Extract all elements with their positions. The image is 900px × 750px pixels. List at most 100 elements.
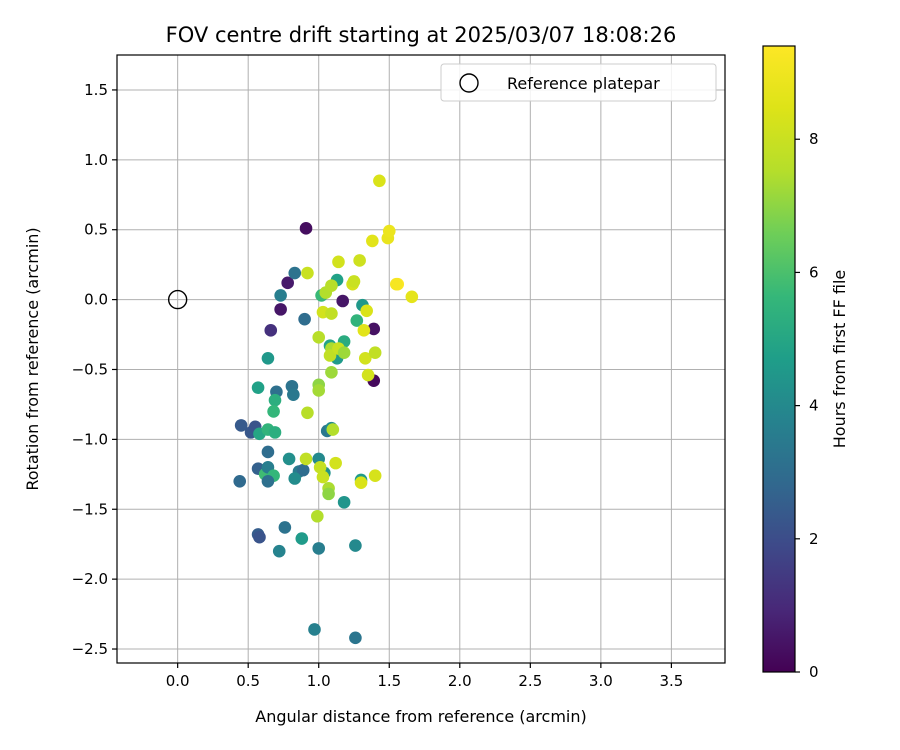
y-tick-label: −2.5 [72, 640, 108, 658]
data-point [350, 314, 364, 327]
data-point [287, 388, 300, 401]
data-point [337, 346, 351, 360]
data-point [233, 474, 247, 488]
data-point [272, 544, 286, 558]
data-point [288, 266, 302, 280]
data-point [261, 352, 275, 365]
data-point [253, 530, 266, 544]
data-point [323, 349, 337, 362]
data-point [337, 495, 351, 509]
data-point [367, 322, 381, 336]
y-tick-label: −0.5 [72, 360, 108, 378]
colorbar [763, 46, 795, 672]
data-point [312, 331, 326, 344]
data-point [301, 406, 314, 420]
x-tick-label: 3.0 [589, 672, 613, 690]
plot-area-frame [116, 54, 726, 664]
data-point [288, 472, 302, 485]
x-tick-label: 0.0 [166, 672, 190, 690]
data-point [267, 405, 280, 418]
y-tick-label: −2.0 [72, 570, 108, 588]
scatter-points [233, 174, 419, 645]
data-point [313, 461, 327, 474]
y-axis-label: Rotation from reference (arcmin) [23, 227, 42, 490]
data-point [368, 469, 382, 483]
data-point [312, 384, 326, 397]
y-tick-label: −1.0 [72, 430, 108, 448]
chart-title: FOV centre drift starting at 2025/03/07 … [166, 23, 677, 47]
colorbar-tick-label: 2 [809, 530, 819, 548]
data-point [354, 476, 368, 489]
data-point [312, 542, 326, 555]
x-tick-label: 0.5 [236, 672, 260, 690]
data-point [234, 419, 248, 432]
colorbar-tick-label: 4 [809, 397, 819, 415]
data-point [268, 426, 282, 439]
data-point [347, 275, 361, 288]
data-point [373, 174, 386, 188]
data-point [336, 294, 350, 308]
y-tick-label: 0.5 [84, 221, 108, 239]
data-point [282, 452, 296, 466]
data-point [332, 255, 345, 269]
data-point [366, 234, 379, 248]
data-point [278, 521, 292, 534]
x-tick-label: 2.5 [518, 672, 542, 690]
data-point [357, 324, 371, 337]
colorbar-tick-label: 6 [809, 263, 819, 281]
grid-lines [117, 55, 725, 663]
data-point [390, 277, 403, 291]
data-point [326, 423, 340, 436]
x-tick-label: 1.5 [377, 672, 401, 690]
y-tick-label: 0.0 [84, 291, 108, 309]
data-point [261, 474, 275, 488]
data-point [349, 631, 362, 645]
data-point [295, 532, 309, 545]
data-point [358, 352, 372, 365]
legend: Reference platepar [440, 63, 717, 102]
colorbar-tick-label: 0 [809, 663, 819, 681]
x-axis-label: Angular distance from reference (arcmin) [255, 707, 586, 726]
data-point [299, 452, 313, 466]
colorbar-frame [762, 45, 796, 673]
data-point [349, 539, 362, 552]
data-point [274, 303, 287, 316]
data-point [329, 456, 342, 470]
data-point [316, 470, 330, 484]
data-point [361, 368, 375, 382]
data-point [325, 307, 338, 320]
data-point [308, 623, 321, 636]
data-point [325, 279, 338, 292]
y-tick-label: 1.5 [84, 81, 108, 99]
legend-marker-icon [459, 73, 479, 93]
x-tick-label: 2.0 [448, 672, 472, 690]
x-tick-label: 1.0 [307, 672, 331, 690]
data-point [301, 266, 314, 280]
y-tick-label: 1.0 [84, 151, 108, 169]
data-point [368, 346, 382, 360]
data-point [264, 324, 278, 337]
data-point [268, 393, 282, 407]
data-point [296, 463, 310, 477]
data-point [281, 276, 294, 290]
colorbar-tick-label: 8 [809, 130, 819, 148]
data-point [261, 445, 275, 459]
data-point [298, 312, 311, 326]
data-point [299, 222, 313, 235]
data-point [325, 365, 338, 379]
colorbar-label: Hours from first FF file [830, 270, 849, 449]
data-point [311, 509, 324, 523]
reference-point-marker [167, 289, 188, 310]
data-point [405, 290, 419, 304]
y-tick-label: −1.5 [72, 500, 108, 518]
data-point [382, 224, 396, 238]
legend-entry-reference: Reference platepar [507, 74, 660, 93]
x-tick-label: 3.5 [659, 672, 683, 690]
colorbar-ticks: 0 2 4 6 8 [795, 130, 819, 681]
data-point [322, 487, 335, 501]
data-point [274, 289, 287, 302]
data-point [251, 381, 265, 394]
data-point [353, 254, 366, 267]
data-point [360, 304, 373, 318]
